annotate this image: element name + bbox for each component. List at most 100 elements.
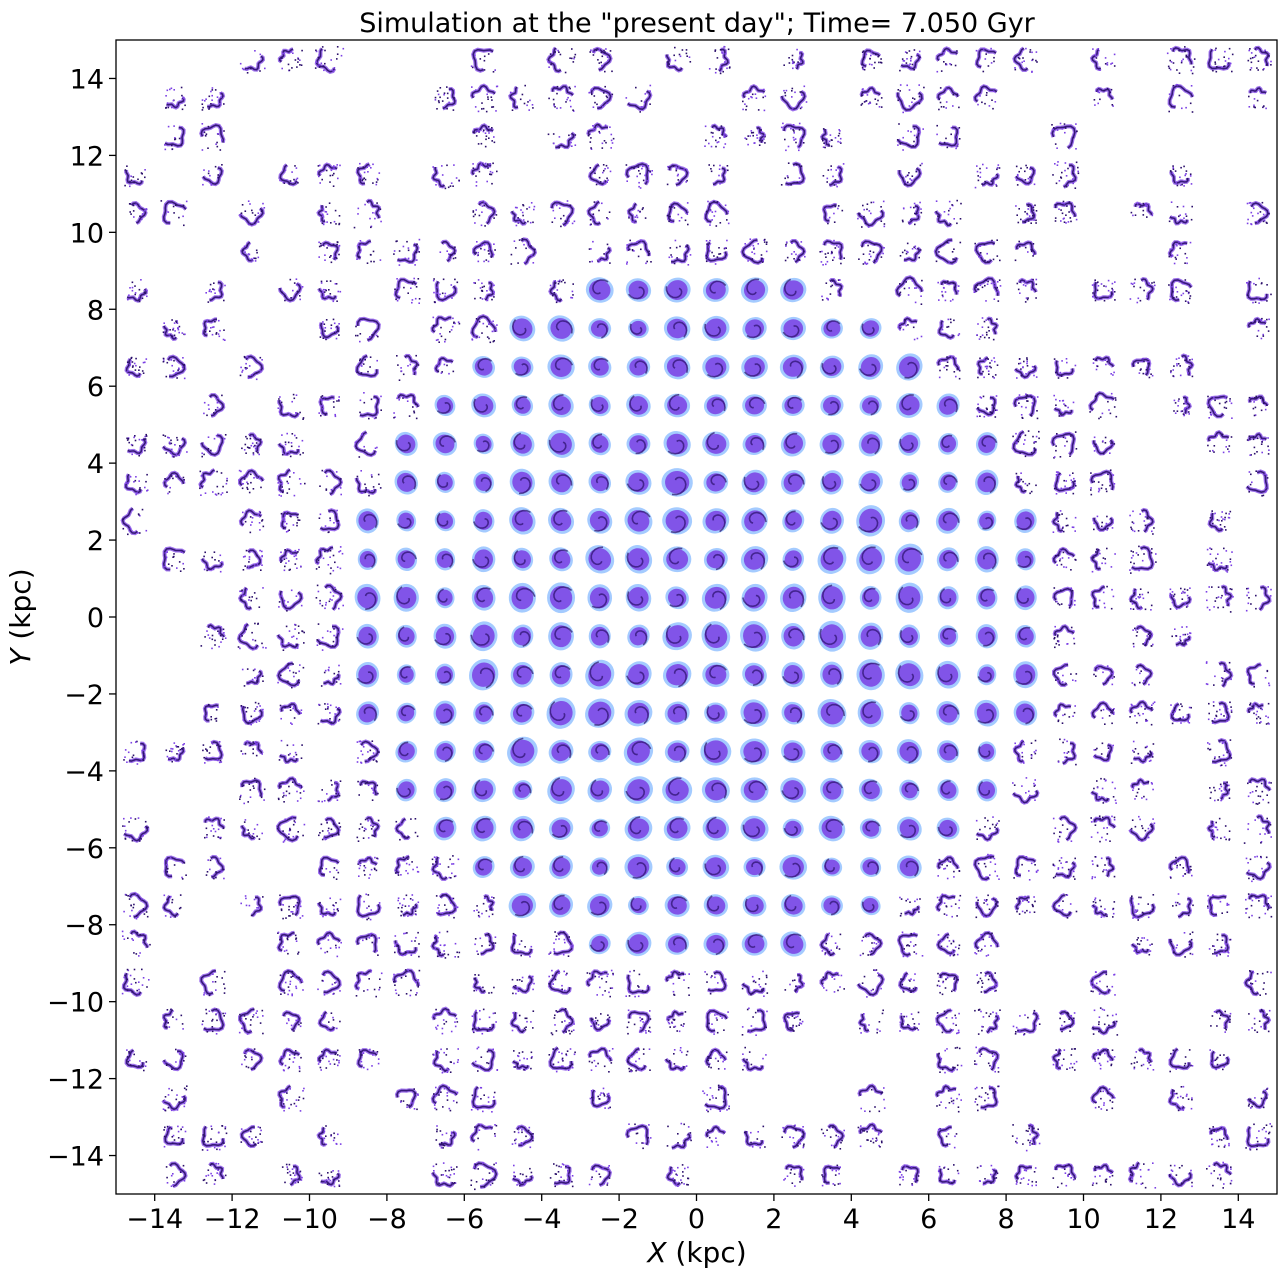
- clump: [937, 779, 959, 802]
- clump: [161, 1085, 188, 1112]
- clump: [164, 125, 186, 151]
- clump: [1130, 937, 1153, 956]
- clump: [1127, 1161, 1157, 1189]
- clump: [702, 278, 729, 302]
- clump: [624, 545, 653, 574]
- clump: [1207, 700, 1233, 725]
- plot-frame: [115, 39, 1278, 1195]
- clump: [589, 46, 613, 73]
- clump: [588, 1163, 613, 1188]
- clump: [741, 507, 768, 535]
- clump: [355, 893, 382, 921]
- clump: [974, 47, 998, 73]
- clump: [510, 661, 534, 688]
- clump: [281, 1163, 303, 1187]
- clump: [1168, 931, 1194, 958]
- y-axis: −14 −12 −10 −8 −6 −4 −2 0 2 4 6 8 10 12 14: [47, 64, 116, 1173]
- clump: [356, 815, 381, 842]
- clump: [1052, 702, 1076, 724]
- clump: [819, 238, 845, 266]
- clump: [1246, 431, 1270, 456]
- clump: [122, 817, 150, 843]
- clump: [936, 817, 960, 840]
- clump: [394, 1088, 419, 1111]
- y-tick-label: −2: [64, 680, 104, 711]
- clump: [1052, 814, 1078, 843]
- clump: [972, 276, 1002, 302]
- clump: [819, 970, 845, 993]
- clump: [624, 1123, 652, 1150]
- clump: [894, 275, 924, 305]
- clump: [508, 582, 536, 613]
- clump: [744, 125, 767, 146]
- clump: [471, 393, 497, 418]
- clump: [974, 239, 1001, 265]
- clump: [1093, 664, 1115, 687]
- clump: [430, 855, 460, 882]
- plot-area: [120, 45, 1273, 1191]
- clumps: [120, 45, 1273, 1191]
- clump: [588, 240, 612, 264]
- clump: [936, 971, 960, 996]
- clump: [1052, 857, 1077, 880]
- clump: [740, 777, 769, 803]
- clump: [974, 1008, 1001, 1035]
- clump: [625, 1046, 651, 1073]
- clump: [1169, 165, 1193, 187]
- clump: [585, 659, 615, 690]
- x-axis: −14 −12 −10 −8 −6 −4 −2 0 2 4 6 8 10 12 14: [126, 1194, 1255, 1235]
- clump: [740, 546, 769, 573]
- clump: [1247, 394, 1269, 417]
- clump: [473, 279, 496, 302]
- clump: [704, 1124, 727, 1148]
- clump: [899, 472, 920, 493]
- clump: [588, 624, 611, 649]
- clump: [624, 161, 653, 189]
- clump: [1013, 1164, 1037, 1187]
- clump: [393, 238, 421, 266]
- clump: [435, 587, 455, 609]
- clump: [1052, 624, 1076, 649]
- clump: [547, 582, 576, 614]
- clump: [1246, 701, 1270, 725]
- clump: [702, 354, 730, 380]
- clump: [439, 239, 458, 263]
- clump: [740, 277, 769, 303]
- clump: [1015, 624, 1036, 648]
- clump: [703, 470, 729, 494]
- clump: [161, 1008, 184, 1030]
- clump: [587, 584, 613, 612]
- clump: [743, 1125, 766, 1149]
- clump: [589, 818, 611, 839]
- clump: [1245, 662, 1271, 688]
- clump: [203, 816, 226, 840]
- clump: [1050, 122, 1078, 150]
- clump: [662, 776, 693, 804]
- clump: [859, 318, 882, 339]
- clump: [1207, 737, 1233, 767]
- clump: [1013, 661, 1038, 689]
- clump: [936, 547, 960, 572]
- clump: [240, 740, 264, 757]
- clump: [899, 1011, 920, 1032]
- clump: [781, 894, 806, 917]
- clump: [666, 163, 690, 187]
- clump: [896, 931, 924, 958]
- clump: [1206, 394, 1233, 419]
- clump: [200, 1125, 228, 1151]
- clump: [938, 433, 959, 455]
- clump: [742, 317, 767, 340]
- clump: [473, 894, 496, 918]
- clump: [430, 315, 461, 343]
- clump: [394, 854, 420, 876]
- clump: [896, 123, 924, 151]
- clump: [430, 1083, 459, 1112]
- clump: [241, 432, 264, 456]
- clump: [858, 470, 883, 495]
- clump: [857, 699, 884, 728]
- clump: [236, 622, 267, 651]
- clump: [741, 583, 768, 612]
- clump: [1129, 545, 1157, 574]
- clump: [237, 586, 264, 611]
- clump: [397, 894, 420, 918]
